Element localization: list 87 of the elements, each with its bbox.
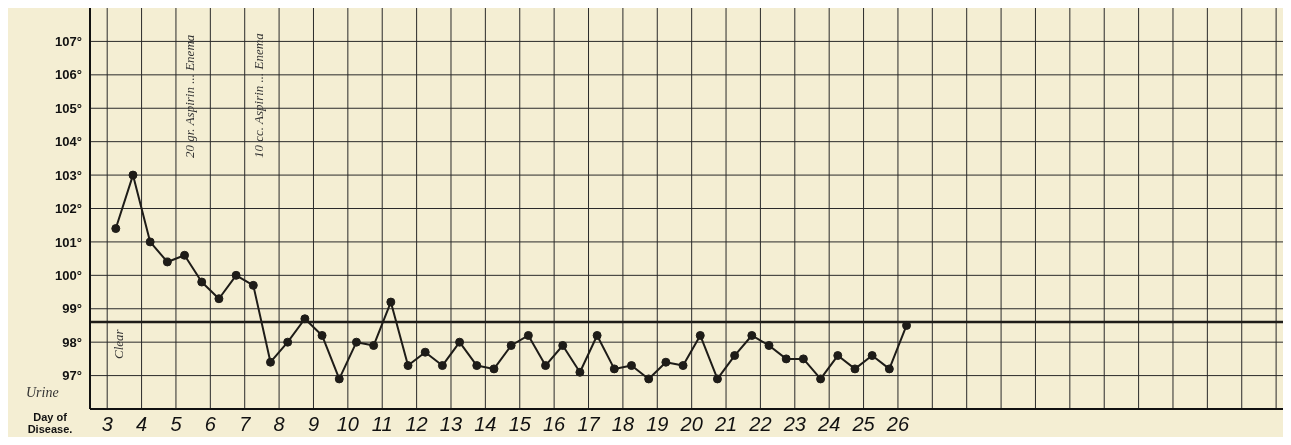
point — [541, 361, 551, 371]
point — [180, 250, 190, 260]
point — [695, 330, 705, 340]
point — [145, 237, 155, 247]
point — [850, 364, 860, 374]
y-tick-label: 103° — [55, 167, 82, 183]
x-tick-label: 15 — [508, 413, 532, 436]
point — [231, 270, 241, 280]
x-tick-label: 25 — [851, 413, 876, 436]
x-tick-label: 3 — [101, 413, 113, 436]
point — [420, 347, 430, 357]
annotation: 20 gr. Aspirin ... Enema — [181, 35, 198, 159]
x-tick-label: 26 — [885, 413, 910, 436]
y-tick-label: 98° — [62, 334, 82, 350]
x-tick-label: 7 — [239, 413, 252, 436]
point — [128, 170, 138, 180]
point — [437, 361, 447, 371]
point — [386, 297, 396, 307]
x-tick-label: 24 — [817, 413, 841, 436]
point — [609, 364, 619, 374]
annotation: 10 cc. Aspirin ... Enema — [250, 33, 267, 159]
x-tick-label: 6 — [204, 413, 217, 436]
y-tick-label: 97° — [62, 368, 82, 384]
point — [403, 361, 413, 371]
point — [592, 330, 602, 340]
point — [248, 280, 258, 290]
point — [317, 330, 327, 340]
point — [197, 277, 207, 287]
y-tick-label: 100° — [55, 267, 82, 283]
point — [884, 364, 894, 374]
point — [111, 224, 121, 234]
point — [523, 330, 533, 340]
x-tick-label: 13 — [439, 413, 463, 436]
x-tick-label: 9 — [307, 413, 320, 436]
point — [369, 341, 379, 351]
point — [816, 374, 826, 384]
x-tick-label: 16 — [543, 413, 567, 436]
text: Urine — [26, 385, 59, 401]
point — [781, 354, 791, 364]
point — [661, 357, 671, 367]
point — [455, 337, 465, 347]
y-tick-label: 104° — [55, 134, 82, 150]
x-tick-label: 10 — [336, 413, 359, 436]
point — [283, 337, 293, 347]
point — [747, 330, 757, 340]
point — [833, 351, 843, 361]
point — [902, 320, 912, 330]
x-tick-label: 23 — [782, 413, 806, 436]
point — [351, 337, 361, 347]
x-tick-label: 19 — [646, 413, 669, 436]
y-tick-label: 102° — [55, 201, 82, 217]
point — [472, 361, 482, 371]
x-tick-label: 20 — [679, 413, 703, 436]
annotation: Clear — [111, 329, 128, 359]
point — [334, 374, 344, 384]
point — [489, 364, 499, 374]
x-tick-label: 5 — [170, 413, 183, 436]
x-tick-label: 12 — [405, 413, 428, 436]
y-tick-label: 105° — [55, 100, 82, 116]
y-tick-label: 106° — [55, 67, 82, 83]
point — [558, 341, 568, 351]
x-tick-label: 21 — [713, 413, 738, 436]
x-tick-label: 18 — [611, 413, 635, 436]
point — [266, 357, 275, 367]
point — [162, 257, 172, 267]
point — [575, 367, 585, 377]
x-tick-label: 22 — [748, 413, 772, 436]
x-tick-label: 8 — [273, 413, 285, 436]
point — [644, 374, 654, 384]
x-tick-label: 4 — [136, 413, 148, 436]
point — [626, 361, 636, 371]
point — [764, 341, 774, 351]
y-tick-label: 99° — [62, 301, 82, 317]
point — [214, 294, 224, 304]
x-axis-title: Day of Disease. — [26, 411, 74, 435]
x-tick-label: 17 — [577, 413, 601, 436]
point — [678, 361, 688, 371]
point — [730, 351, 740, 361]
point — [712, 374, 722, 384]
point — [867, 351, 877, 361]
x-tick-label: 11 — [371, 413, 393, 436]
point — [506, 341, 516, 351]
point — [300, 314, 310, 324]
point — [798, 354, 808, 364]
y-tick-label: 101° — [55, 234, 82, 250]
y-tick-label: 107° — [55, 34, 82, 50]
x-tick-label: 14 — [474, 413, 497, 436]
